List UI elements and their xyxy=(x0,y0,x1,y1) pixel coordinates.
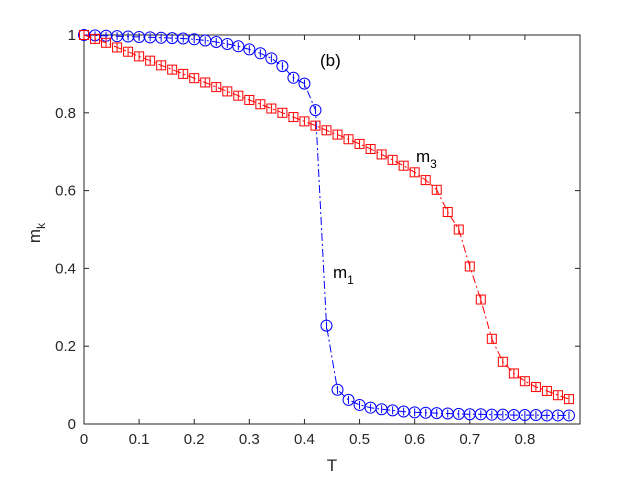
data-point-m3 xyxy=(475,294,486,305)
data-point-m3 xyxy=(90,33,101,44)
data-point-m3 xyxy=(541,385,552,396)
series-annotation-m1: m1 xyxy=(333,263,354,287)
data-point-m1 xyxy=(276,60,289,73)
data-point-m3 xyxy=(354,138,365,149)
x-tick-label: 0 xyxy=(80,431,88,448)
y-axis-label-base: m xyxy=(25,229,44,243)
y-tick-label: 0 xyxy=(68,416,76,433)
data-point-m1 xyxy=(298,77,311,90)
data-point-m3 xyxy=(409,167,420,178)
data-point-m3 xyxy=(178,68,189,79)
data-point-m3 xyxy=(420,175,431,186)
data-point-m3 xyxy=(288,112,299,123)
data-point-m3 xyxy=(563,394,574,405)
data-point-m3 xyxy=(486,333,497,344)
data-point-m1 xyxy=(342,393,355,406)
data-point-m3 xyxy=(332,129,343,140)
data-point-m3 xyxy=(222,86,233,97)
data-point-m3 xyxy=(211,82,222,93)
data-point-m3 xyxy=(156,60,167,71)
data-point-m1 xyxy=(562,409,575,422)
m3-annotation-base: m xyxy=(416,147,430,166)
x-tick-label: 0.3 xyxy=(239,431,260,448)
data-point-m3 xyxy=(552,390,563,401)
data-point-m3 xyxy=(464,261,475,272)
x-axis-label: T xyxy=(327,456,337,475)
data-point-m3 xyxy=(255,99,266,110)
y-tick-label: 1 xyxy=(68,27,76,44)
data-point-m3 xyxy=(431,184,442,195)
data-point-m3 xyxy=(145,55,156,66)
data-point-m3 xyxy=(442,206,453,217)
data-point-m3 xyxy=(79,30,89,40)
data-point-m1 xyxy=(243,43,256,56)
data-point-m3 xyxy=(244,94,255,105)
data-point-m1 xyxy=(320,319,333,332)
x-tick-label: 0.7 xyxy=(459,431,480,448)
data-point-m3 xyxy=(519,376,530,387)
data-point-m3 xyxy=(453,224,464,235)
y-tick-label: 0.6 xyxy=(55,183,76,200)
data-point-m3 xyxy=(398,160,409,171)
x-tick-label: 0.8 xyxy=(514,431,535,448)
data-point-m3 xyxy=(310,120,321,131)
tick-group: 0 0.1 0.2 0.3 0.4 0.5 0.6 0.7 0.8 0 0.2 0.4 0.6 0.8 1 xyxy=(55,27,580,448)
data-point-m3 xyxy=(233,90,244,101)
data-point-m3 xyxy=(189,73,200,84)
data-point-m3 xyxy=(376,149,387,160)
x-tick-label: 0.5 xyxy=(349,431,370,448)
data-point-m1 xyxy=(309,104,322,117)
data-point-m3 xyxy=(387,154,398,165)
data-point-m3 xyxy=(530,382,541,393)
x-tick-label: 0.6 xyxy=(404,431,425,448)
data-point-m3 xyxy=(112,42,123,53)
data-point-m3 xyxy=(277,107,288,118)
y-axis-label-sub: k xyxy=(34,222,48,229)
data-point-m3 xyxy=(167,64,178,75)
panel-label: (b) xyxy=(320,51,341,70)
y-tick-label: 0.4 xyxy=(55,260,76,277)
data-point-m3 xyxy=(200,77,211,88)
m1-annotation-sub: 1 xyxy=(347,273,354,287)
m3-annotation-sub: 3 xyxy=(430,157,437,171)
data-point-m3 xyxy=(321,125,332,136)
data-point-m3 xyxy=(101,37,112,48)
data-point-m3 xyxy=(497,356,508,367)
data-point-m1 xyxy=(232,40,245,53)
series-annotation-m3: m3 xyxy=(416,147,437,171)
x-tick-label: 0.4 xyxy=(294,431,315,448)
data-point-m1 xyxy=(331,383,344,396)
data-point-m3 xyxy=(365,143,376,154)
y-tick-label: 0.2 xyxy=(55,338,76,355)
data-point-m3 xyxy=(299,116,310,127)
plot-area xyxy=(83,34,581,425)
data-point-m3 xyxy=(134,51,145,62)
data-point-m3 xyxy=(508,368,519,379)
data-point-m3 xyxy=(343,134,354,145)
m1-annotation-base: m xyxy=(333,263,347,282)
x-tick-label: 0.1 xyxy=(129,431,150,448)
x-tick-label: 0.2 xyxy=(184,431,205,448)
data-point-m3 xyxy=(123,46,134,57)
data-point-m1 xyxy=(254,47,267,60)
data-point-m1 xyxy=(287,71,300,84)
data-point-m3 xyxy=(266,103,277,114)
y-axis-label: mk xyxy=(25,222,48,243)
data-point-m1 xyxy=(353,398,366,411)
y-tick-label: 0.8 xyxy=(55,105,76,122)
series-layer xyxy=(78,29,575,422)
data-point-m1 xyxy=(265,52,278,65)
